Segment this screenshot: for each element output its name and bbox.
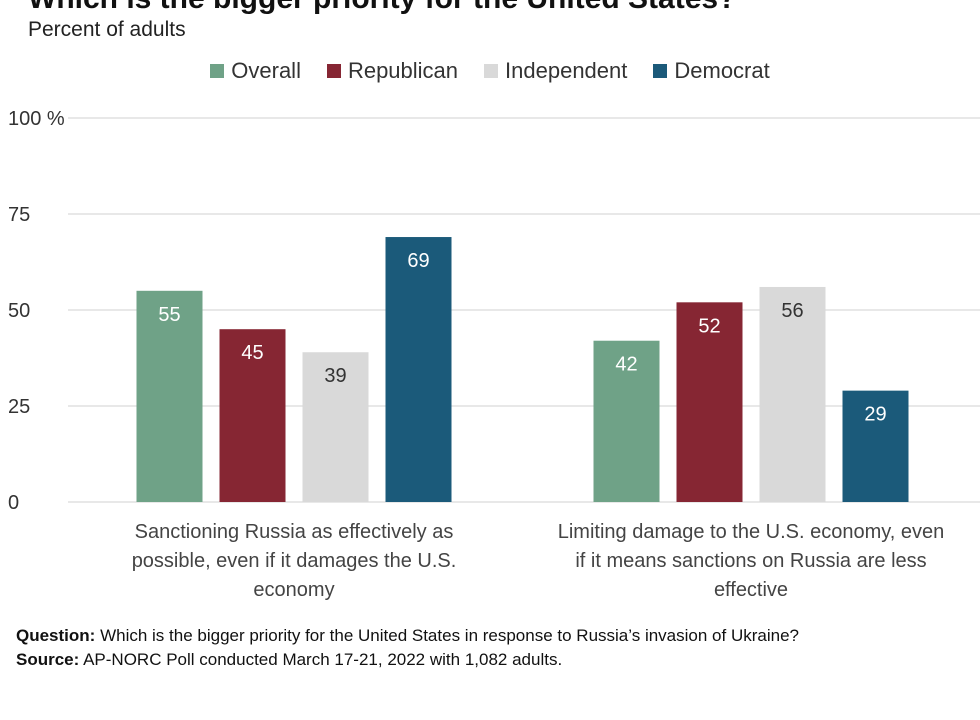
x-category-label: if it means sanctions on Russia are less — [575, 550, 926, 572]
data-label: 55 — [158, 304, 180, 326]
bar-overall — [593, 340, 660, 502]
question-text: Which is the bigger priority for the Uni… — [95, 626, 799, 645]
chart-subtitle: Percent of adults — [28, 18, 186, 41]
y-tick-label: 75 — [8, 204, 30, 226]
data-label: 69 — [407, 250, 429, 272]
x-category-label: economy — [253, 579, 334, 601]
y-tick-label: 50 — [8, 300, 30, 322]
data-label: 29 — [864, 404, 886, 426]
bar-independent — [302, 352, 369, 502]
question-note: Question: Which is the bigger priority f… — [16, 624, 946, 648]
bar-overall — [136, 290, 203, 502]
y-tick-label: 25 — [8, 396, 30, 418]
legend-item-republican: Republican — [326, 58, 459, 84]
y-tick-label: 100 % — [8, 108, 65, 130]
bar-democrat — [842, 390, 909, 502]
bar-republican — [676, 302, 743, 502]
y-tick-label: 0 — [8, 492, 19, 514]
x-category-label: Limiting damage to the U.S. economy, eve… — [558, 521, 945, 543]
bar-chart: 0 25 50 75 100 % 55 42 45 52 39 56 69 29 Sanctioning … — [8, 108, 980, 601]
bar-democrat — [385, 237, 452, 503]
legend-item-independent: Independent — [484, 58, 627, 84]
data-label: 56 — [781, 300, 803, 322]
legend-swatch-independent — [484, 64, 499, 78]
bar-republican — [219, 329, 286, 502]
legend-label-republican: Republican — [347, 58, 459, 83]
legend-label-independent: Independent — [505, 58, 628, 83]
data-label: 52 — [698, 315, 720, 337]
legend-item-overall: Overall — [210, 58, 301, 84]
legend: Overall Republican Independent Democrat — [0, 58, 980, 84]
legend-swatch-overall — [210, 64, 225, 78]
bar-independent — [759, 286, 826, 502]
legend-label-democrat: Democrat — [674, 58, 770, 83]
legend-swatch-democrat — [653, 64, 668, 78]
source-note: Source: AP-NORC Poll conducted March 17-… — [16, 648, 946, 672]
legend-item-democrat: Democrat — [653, 58, 770, 84]
source-label: Source: — [16, 650, 80, 669]
x-category-label: effective — [714, 579, 788, 601]
data-label: 39 — [324, 365, 346, 387]
legend-label-overall: Overall — [231, 58, 301, 83]
chart-title: Which is the bigger priority for the Uni… — [28, 0, 736, 16]
data-label: 45 — [241, 342, 263, 364]
data-label: 42 — [615, 354, 637, 376]
question-label: Question: — [16, 626, 96, 645]
legend-swatch-republican — [326, 64, 341, 78]
source-text: AP-NORC Poll conducted March 17-21, 2022… — [79, 650, 563, 669]
footer-notes: Question: Which is the bigger priority f… — [16, 624, 946, 672]
x-category-label: possible, even if it damages the U.S. — [132, 550, 457, 572]
x-category-label: Sanctioning Russia as effectively as — [135, 521, 454, 543]
